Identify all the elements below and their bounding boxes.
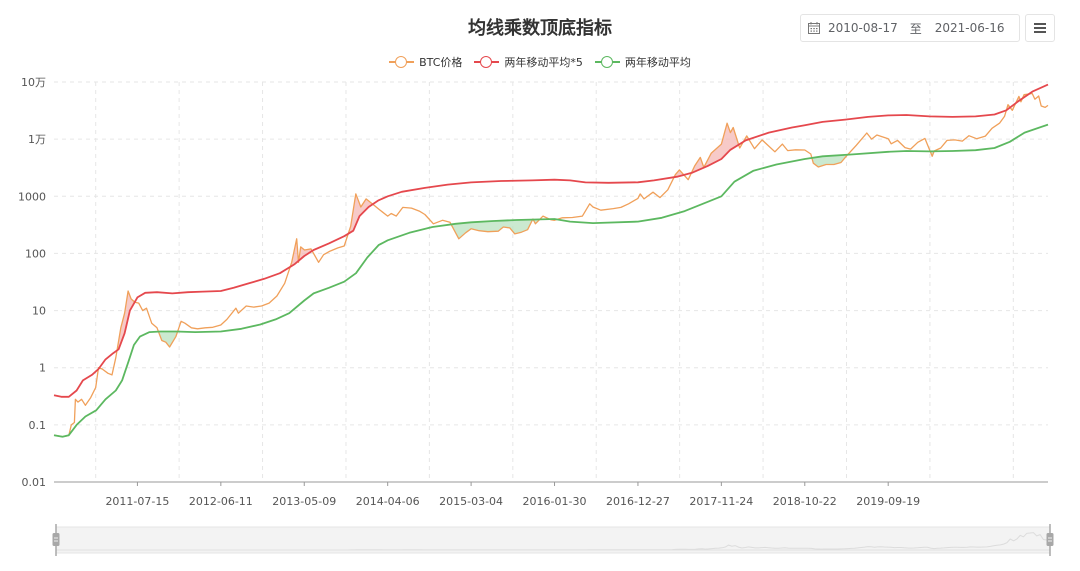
series-line <box>53 123 1049 438</box>
y-axis-label: 10万 <box>21 76 46 89</box>
shaded-area <box>291 240 312 267</box>
legend-label: 两年移动平均*5 <box>504 56 583 69</box>
hamburger-menu-icon <box>1034 21 1046 35</box>
chart-title: 均线乘数顶底指标 <box>468 18 612 39</box>
legend-label: 两年移动平均 <box>624 56 691 69</box>
datazoom-slider[interactable] <box>55 526 1051 554</box>
legend-item-2yr-ma[interactable]: 两年移动平均 <box>594 54 691 70</box>
series-line <box>53 92 1049 438</box>
y-axis-label: 1 <box>39 362 46 375</box>
x-axis-label: 2012-06-11 <box>189 495 253 508</box>
legend-item-btc-price[interactable]: BTC价格 <box>389 54 462 70</box>
date-range-picker[interactable]: 2010-08-17 至 2021-06-16 <box>800 14 1020 42</box>
y-axis-label: 0.01 <box>22 476 47 489</box>
legend-item-2yr-ma-x5[interactable]: 两年移动平均*5 <box>474 54 583 70</box>
x-axis-label: 2016-01-30 <box>523 495 587 508</box>
legend-circle-icon <box>389 55 415 69</box>
legend: BTC价格 两年移动平均*5 两年移动平均 <box>0 54 1080 70</box>
shaded-area <box>117 292 134 351</box>
y-axis-label: 1万 <box>28 133 46 146</box>
y-axis-label: 10 <box>32 305 46 318</box>
shaded-area <box>451 219 539 239</box>
calendar-icon <box>808 22 820 34</box>
shaded-area <box>811 154 847 167</box>
legend-label: BTC价格 <box>419 56 463 69</box>
datazoom-right-handle[interactable] <box>1046 533 1054 546</box>
x-axis-label: 2019-09-19 <box>856 495 920 508</box>
y-axis-label: 1000 <box>18 190 46 203</box>
legend-circle-icon <box>594 55 620 69</box>
x-axis-label: 2016-12-27 <box>606 495 670 508</box>
date-separator: 至 <box>909 21 922 36</box>
y-axis-label: 0.1 <box>29 419 47 432</box>
start-date-input[interactable]: 2010-08-17 <box>828 21 898 35</box>
x-axis-label: 2017-11-24 <box>689 495 753 508</box>
x-axis-label: 2014-04-06 <box>356 495 420 508</box>
x-axis-label: 2013-05-09 <box>272 495 336 508</box>
y-axis-label: 100 <box>25 247 46 260</box>
end-date-input[interactable]: 2021-06-16 <box>934 21 1005 35</box>
legend-circle-icon <box>474 55 500 69</box>
x-axis-label: 2011-07-15 <box>105 495 169 508</box>
datazoom-left-handle[interactable] <box>52 533 60 546</box>
x-axis-label: 2018-10-22 <box>773 495 837 508</box>
shaded-area <box>159 331 178 348</box>
shaded-area <box>692 124 739 173</box>
menu-button[interactable] <box>1025 14 1055 42</box>
series-line <box>53 83 1049 398</box>
x-axis-label: 2015-03-04 <box>439 495 503 508</box>
